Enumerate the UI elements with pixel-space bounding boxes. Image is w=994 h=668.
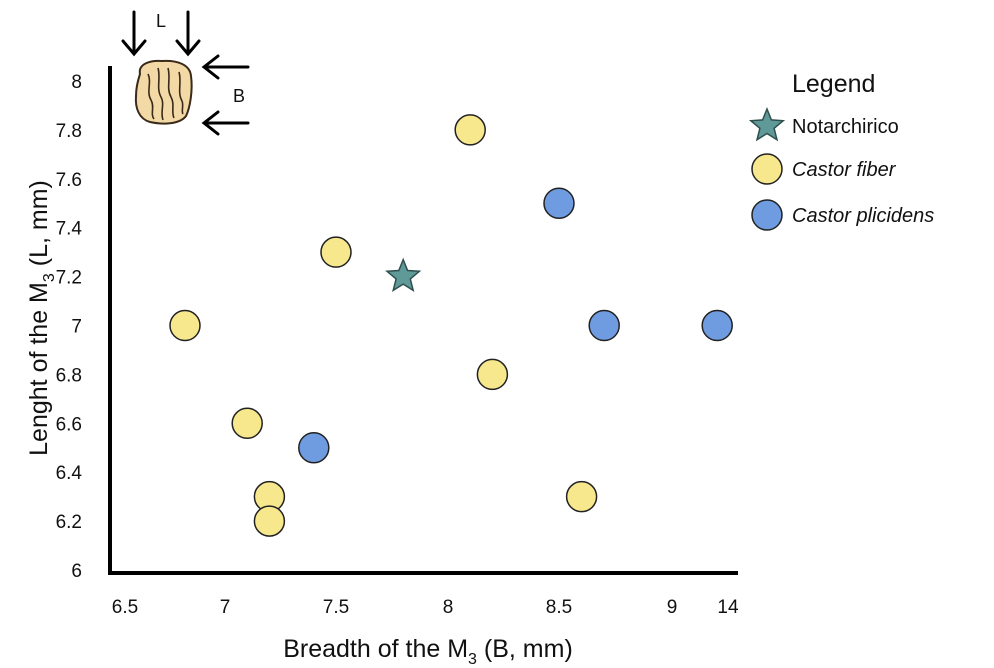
length-label: L bbox=[156, 11, 166, 31]
data-point-castor-fiber bbox=[253, 505, 286, 537]
y-tick-label: 7 bbox=[71, 317, 82, 338]
x-tick-label: 6.5 bbox=[112, 597, 138, 618]
x-tick-label: 8 bbox=[443, 597, 454, 618]
legend-marker bbox=[751, 199, 783, 231]
data-point-castor-plicidens bbox=[298, 432, 330, 464]
y-tick-labels: 6 6.2 6.4 6.6 6.8 7 7.2 7.4 7.6 7.8 8 bbox=[56, 72, 83, 582]
data-point-notarchirico bbox=[385, 257, 422, 293]
legend-marker bbox=[748, 106, 786, 142]
legend-items: Notarchirico Castor fiber Castor plicidens bbox=[748, 106, 934, 231]
data-point-castor-plicidens bbox=[588, 309, 620, 342]
legend-label: Castor plicidens bbox=[792, 205, 934, 227]
legend-label: Castor fiber bbox=[792, 159, 897, 181]
x-axis-title: Breadth of the M3 (B, mm) bbox=[283, 635, 573, 668]
legend-marker bbox=[751, 153, 783, 185]
breadth-label: B bbox=[233, 86, 245, 106]
y-tick-label: 8 bbox=[71, 72, 82, 93]
tooth-inset: L B bbox=[121, 10, 250, 136]
y-tick-label: 7.6 bbox=[56, 170, 82, 191]
y-tick-label: 7.2 bbox=[56, 268, 82, 289]
x-tick-label: 8.5 bbox=[546, 597, 572, 618]
legend: Legend Notarchirico Castor fiber Castor pl… bbox=[748, 70, 934, 231]
x-tick-label: 7 bbox=[220, 597, 231, 618]
axes bbox=[108, 66, 738, 575]
legend-label: Notarchirico bbox=[792, 116, 899, 138]
x-tick-labels: 6.5 7 7.5 8 8.5 9 14 bbox=[112, 597, 739, 618]
data-point-castor-plicidens bbox=[543, 187, 575, 219]
data-point-castor-plicidens bbox=[701, 309, 733, 342]
breadth-arrows bbox=[201, 54, 250, 136]
data-point-castor-fiber bbox=[565, 480, 598, 513]
y-tick-label: 6.8 bbox=[56, 365, 82, 386]
y-tick-label: 7.4 bbox=[56, 219, 83, 240]
y-tick-label: 6.4 bbox=[56, 463, 83, 484]
y-tick-label: 6.6 bbox=[56, 414, 82, 435]
y-tick-label: 6 bbox=[71, 561, 82, 582]
legend-title: Legend bbox=[792, 70, 875, 98]
y-axis-title: Lenght of the M3 (L, mm) bbox=[25, 180, 58, 456]
x-tick-label: 9 bbox=[667, 597, 678, 618]
data-point-castor-fiber bbox=[231, 407, 263, 440]
data-point-castor-fiber bbox=[476, 358, 509, 391]
y-tick-label: 6.2 bbox=[56, 512, 82, 533]
x-tick-label: 14 bbox=[717, 597, 739, 618]
data-point-castor-fiber bbox=[454, 114, 486, 146]
length-arrows bbox=[121, 10, 201, 57]
data-point-castor-fiber bbox=[169, 309, 201, 342]
data-point-castor-fiber bbox=[320, 236, 352, 268]
y-tick-label: 7.8 bbox=[56, 121, 82, 142]
data-points bbox=[169, 114, 733, 537]
tooth-icon bbox=[134, 59, 193, 125]
x-tick-label: 7.5 bbox=[323, 597, 349, 618]
